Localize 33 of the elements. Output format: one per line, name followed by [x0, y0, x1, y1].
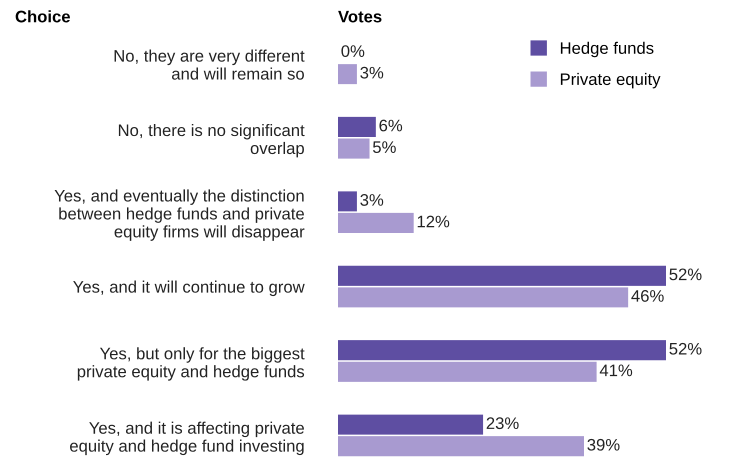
data-label: 12% — [418, 216, 450, 228]
data-label: 39% — [587, 438, 620, 451]
bar — [338, 212, 414, 234]
data-label: 3% — [360, 66, 384, 79]
x-axis-title: Votes — [338, 10, 382, 22]
data-label: 46% — [631, 290, 664, 302]
data-label: 5% — [372, 141, 396, 154]
data-label: 23% — [486, 417, 519, 430]
data-label: 6% — [379, 120, 402, 132]
legend-label: Private equity — [560, 72, 660, 88]
bar — [338, 191, 357, 212]
data-label: 3% — [360, 194, 384, 206]
y-tick-label: No, they are very different and will remain so — [114, 50, 305, 80]
y-tick-label: Yes, and it is affecting private equity and hedge fund investing — [70, 422, 304, 456]
bar — [338, 64, 357, 84]
y-tick-label: Yes, but only for the biggest private equity and hedge funds — [78, 347, 305, 381]
bar — [338, 436, 584, 456]
bar — [338, 340, 666, 360]
y-tick-label: Yes, and eventually the distinction between hedge funds and private equity firms will disappear — [54, 189, 304, 241]
data-label: 0% — [341, 45, 364, 58]
bar — [338, 287, 628, 308]
y-axis-title: Choice — [16, 10, 70, 22]
y-tick-label: Yes, and it will continue to grow — [73, 280, 305, 296]
bar — [338, 138, 370, 159]
bar — [338, 414, 484, 435]
bar — [338, 266, 666, 286]
bar — [338, 116, 376, 138]
data-label: 52% — [669, 342, 702, 355]
legend-label: Hedge funds — [560, 42, 654, 58]
y-tick-label: No, there is no significant overlap — [118, 124, 305, 158]
data-label: 41% — [600, 364, 632, 376]
data-label: 52% — [669, 268, 702, 280]
bar — [338, 362, 597, 382]
